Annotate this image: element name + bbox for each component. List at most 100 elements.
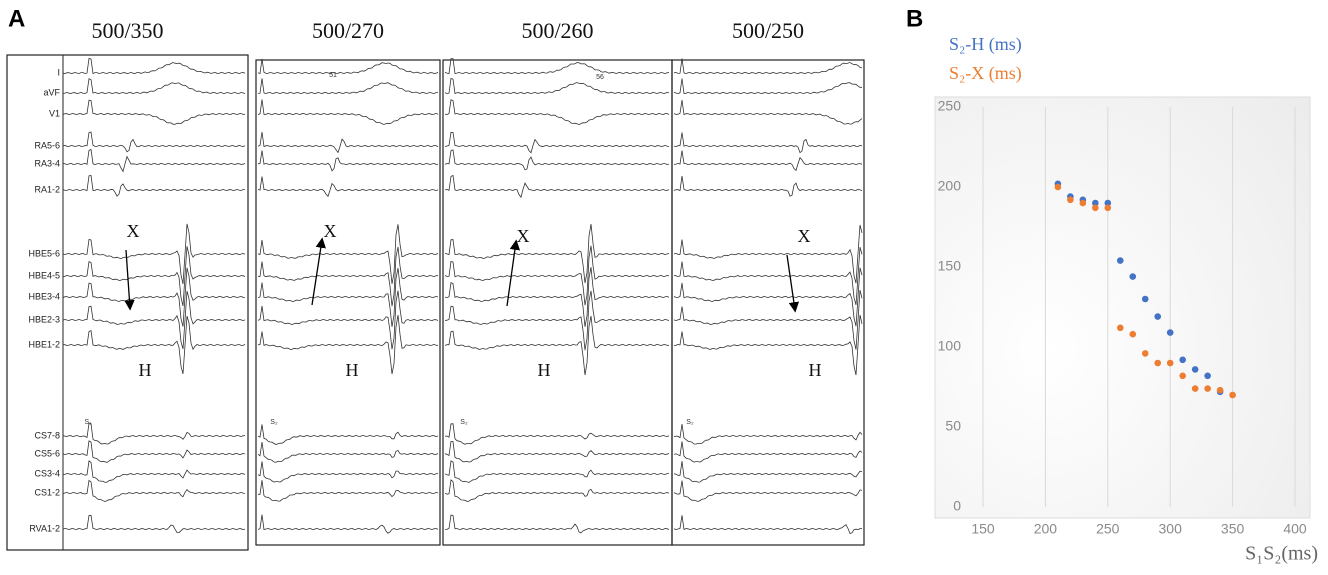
trace xyxy=(445,316,669,375)
trace xyxy=(258,224,438,284)
trace xyxy=(258,480,438,501)
h-annotation: H xyxy=(346,360,359,380)
x-axis-label: S₁S₂(ms) xyxy=(1245,543,1318,565)
channel-label: I xyxy=(57,67,60,77)
point xyxy=(1129,273,1136,280)
x-annotation: X xyxy=(127,221,140,241)
trace xyxy=(63,291,245,349)
channel-label: RA1-2 xyxy=(34,184,60,194)
trace xyxy=(63,480,245,501)
trace xyxy=(63,150,245,172)
trace xyxy=(258,268,438,327)
h-annotation: H xyxy=(538,360,551,380)
point xyxy=(1142,296,1149,303)
trace xyxy=(445,480,669,502)
y-tick-label: 50 xyxy=(945,418,961,434)
h-annotation: H xyxy=(809,360,822,380)
trace xyxy=(258,78,438,93)
stim-label: S₁ xyxy=(84,419,92,426)
trace xyxy=(445,461,669,483)
y-tick-label: 0 xyxy=(953,498,961,514)
trace xyxy=(674,441,862,462)
legend-entry: S₂-X (ms) xyxy=(949,63,1022,84)
trace xyxy=(445,424,669,445)
panel-frame xyxy=(672,60,864,545)
point xyxy=(1117,325,1124,332)
plot-area xyxy=(935,97,1310,518)
y-tick-label: 100 xyxy=(938,338,962,354)
trace xyxy=(63,424,245,445)
panel-label: A xyxy=(8,5,25,32)
arrow xyxy=(787,255,795,310)
trace xyxy=(63,58,245,73)
trace xyxy=(445,78,669,93)
channel-label: CS1-2 xyxy=(34,487,60,497)
trace xyxy=(674,225,862,283)
trace xyxy=(63,132,245,152)
trace xyxy=(63,176,245,197)
panel-title: 500/270 xyxy=(312,18,384,43)
point xyxy=(1154,313,1161,320)
point xyxy=(1204,385,1211,392)
stim-label: S₂ xyxy=(270,419,278,426)
point xyxy=(1179,357,1186,364)
y-tick-label: 200 xyxy=(938,178,962,194)
point xyxy=(1204,373,1211,380)
point xyxy=(1129,331,1136,338)
point xyxy=(1117,257,1124,264)
x-tick-label: 350 xyxy=(1221,521,1245,537)
channel-label: HBE4-5 xyxy=(28,270,60,280)
marker-label: 51 xyxy=(329,72,337,79)
panel-frame xyxy=(256,60,440,545)
x-tick-label: 200 xyxy=(1034,521,1058,537)
trace xyxy=(674,133,862,153)
h-annotation: H xyxy=(139,360,152,380)
channel-label: CS5-6 xyxy=(34,448,60,458)
trace xyxy=(674,424,862,444)
panel-title: 500/260 xyxy=(521,18,593,43)
x-annotation: X xyxy=(798,226,811,246)
channel-label: HBE1-2 xyxy=(28,339,60,349)
trace xyxy=(63,224,245,284)
point xyxy=(1192,385,1199,392)
trace xyxy=(674,315,862,375)
trace xyxy=(445,515,669,533)
trace xyxy=(674,461,862,482)
x-tick-label: 400 xyxy=(1283,521,1307,537)
trace xyxy=(258,177,438,197)
point xyxy=(1229,392,1236,399)
trace xyxy=(445,150,669,170)
channel-label: aVF xyxy=(43,87,60,97)
trace xyxy=(674,515,862,533)
point xyxy=(1067,197,1074,204)
x-tick-label: 250 xyxy=(1096,521,1120,537)
channel-label: V1 xyxy=(49,108,60,118)
channel-label: CS3-4 xyxy=(34,468,60,478)
trace xyxy=(674,100,862,124)
point xyxy=(1154,360,1161,367)
trace xyxy=(674,176,862,196)
trace xyxy=(445,176,669,198)
stim-label: S₂ xyxy=(686,419,694,426)
trace xyxy=(258,461,438,482)
point xyxy=(1167,360,1174,367)
channel-label: HBE2-3 xyxy=(28,314,60,324)
point xyxy=(1080,200,1087,207)
tracings: 500/350IaVFV1RA5-6RA3-4RA1-2HBE5-6HBE4-5… xyxy=(7,18,864,550)
trace xyxy=(258,151,438,171)
panel-title: 500/250 xyxy=(732,18,804,43)
point xyxy=(1105,205,1112,212)
panel-title: 500/350 xyxy=(91,18,163,43)
y-tick-label: 150 xyxy=(938,258,962,274)
stim-label: S₂ xyxy=(460,419,468,426)
channel-label: HBE3-4 xyxy=(28,291,60,301)
trace xyxy=(258,100,438,125)
trace xyxy=(258,442,438,462)
trace xyxy=(445,441,669,462)
trace xyxy=(674,58,862,73)
point xyxy=(1055,184,1062,191)
trace xyxy=(445,291,669,350)
x-tick-label: 150 xyxy=(971,521,995,537)
trace xyxy=(63,100,245,124)
legend-entry: S₂-H (ms) xyxy=(949,34,1022,55)
